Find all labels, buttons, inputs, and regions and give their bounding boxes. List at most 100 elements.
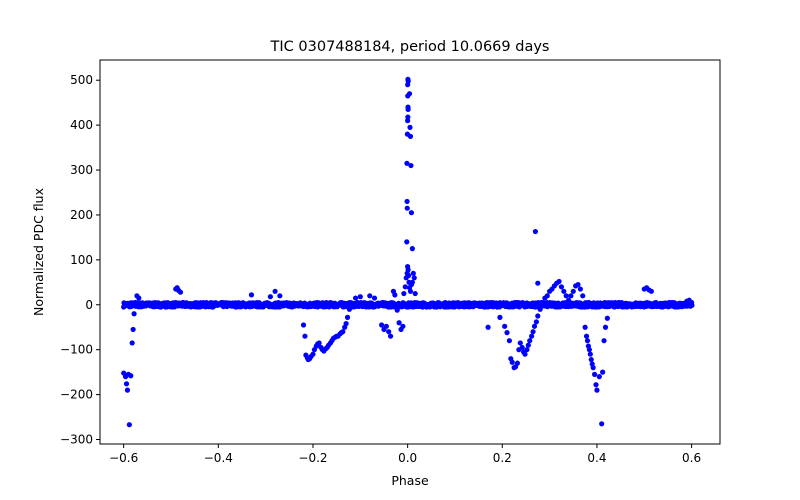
x-tick-label: −0.6 [109,451,138,465]
y-tick-label: 200 [70,208,93,222]
data-point [535,280,541,286]
y-axis-label: Normalized PDC flux [31,188,46,316]
data-point [502,323,508,329]
data-point [346,306,353,312]
data-point [344,314,351,320]
data-point [383,323,389,329]
data-point [587,351,593,357]
data-point [124,387,131,393]
data-point [340,329,346,335]
data-point [129,340,135,346]
y-tick-label: 300 [70,163,93,177]
data-point [131,311,137,317]
data-point [177,289,184,295]
data-point [302,333,308,339]
data-point [277,293,283,299]
data-point [591,371,598,377]
data-point [407,124,413,130]
data-point [514,360,521,366]
x-tick-label: 0.6 [682,451,701,465]
data-point [405,114,411,120]
data-point [593,382,599,388]
data-point [531,323,538,329]
x-axis: −0.6 −0.4 −0.2 0.0 0.2 0.4 0.6 [109,444,701,465]
data-point [596,374,602,380]
x-tick-label: 0.0 [398,451,417,465]
data-point [568,293,574,299]
data-point [388,333,394,339]
y-tick-label: 500 [70,73,93,87]
data-point [539,299,546,306]
data-point [343,321,349,327]
data-point [404,205,410,211]
data-point [509,359,515,365]
axes-frame [99,59,721,445]
data-point [123,381,130,387]
data-point [582,324,588,330]
data-point [136,295,142,301]
data-point [529,333,535,339]
data-point [525,342,531,348]
data-point [406,91,413,97]
data-point [583,333,590,339]
data-point [371,295,378,301]
y-tick-label: 0 [85,298,93,312]
data-point [565,297,572,303]
y-tick-label: −300 [60,433,93,447]
data-point [405,272,412,279]
data-point [410,270,416,276]
data-point [535,313,541,319]
data-point [248,292,255,298]
data-point [407,288,414,294]
data-point [367,293,373,299]
data-point [580,293,586,299]
data-point [401,290,407,297]
data-point [558,284,565,290]
data-point [594,387,600,393]
data-point [310,351,316,357]
data-point [570,288,576,294]
data-points [121,76,695,428]
x-tick-label: 0.4 [587,451,606,465]
data-point [519,344,525,351]
data-point [300,322,307,328]
data-point [407,133,414,139]
data-point [396,320,402,326]
data-point [517,340,523,346]
data-point [522,351,528,357]
data-point [405,104,411,110]
x-axis-label: Phase [391,473,429,488]
data-point [132,299,139,306]
data-point [584,338,591,344]
data-point [357,294,363,300]
data-point [524,347,530,353]
data-point [394,307,400,313]
data-point [412,290,418,297]
data-point [404,198,410,205]
chart-title: TIC 0307488184, period 10.0669 days [270,39,550,55]
data-point [604,315,610,321]
data-point [272,288,278,294]
data-point [485,324,491,330]
data-point [404,160,410,166]
data-point [379,322,385,328]
data-point [648,288,654,294]
data-point [556,278,562,285]
x-tick-label: −0.4 [204,451,233,465]
data-point [504,330,510,336]
data-point [563,293,569,299]
data-point [409,246,415,252]
data-point [411,275,417,281]
y-tick-label: −100 [60,343,93,357]
data-point [577,286,583,292]
y-tick-label: −200 [60,388,93,402]
data-point [402,284,408,290]
data-point [409,279,415,285]
data-point [689,299,695,306]
data-point [599,421,605,427]
data-point [130,326,136,333]
data-point [405,267,411,273]
data-point [386,329,392,335]
data-point [408,162,414,169]
